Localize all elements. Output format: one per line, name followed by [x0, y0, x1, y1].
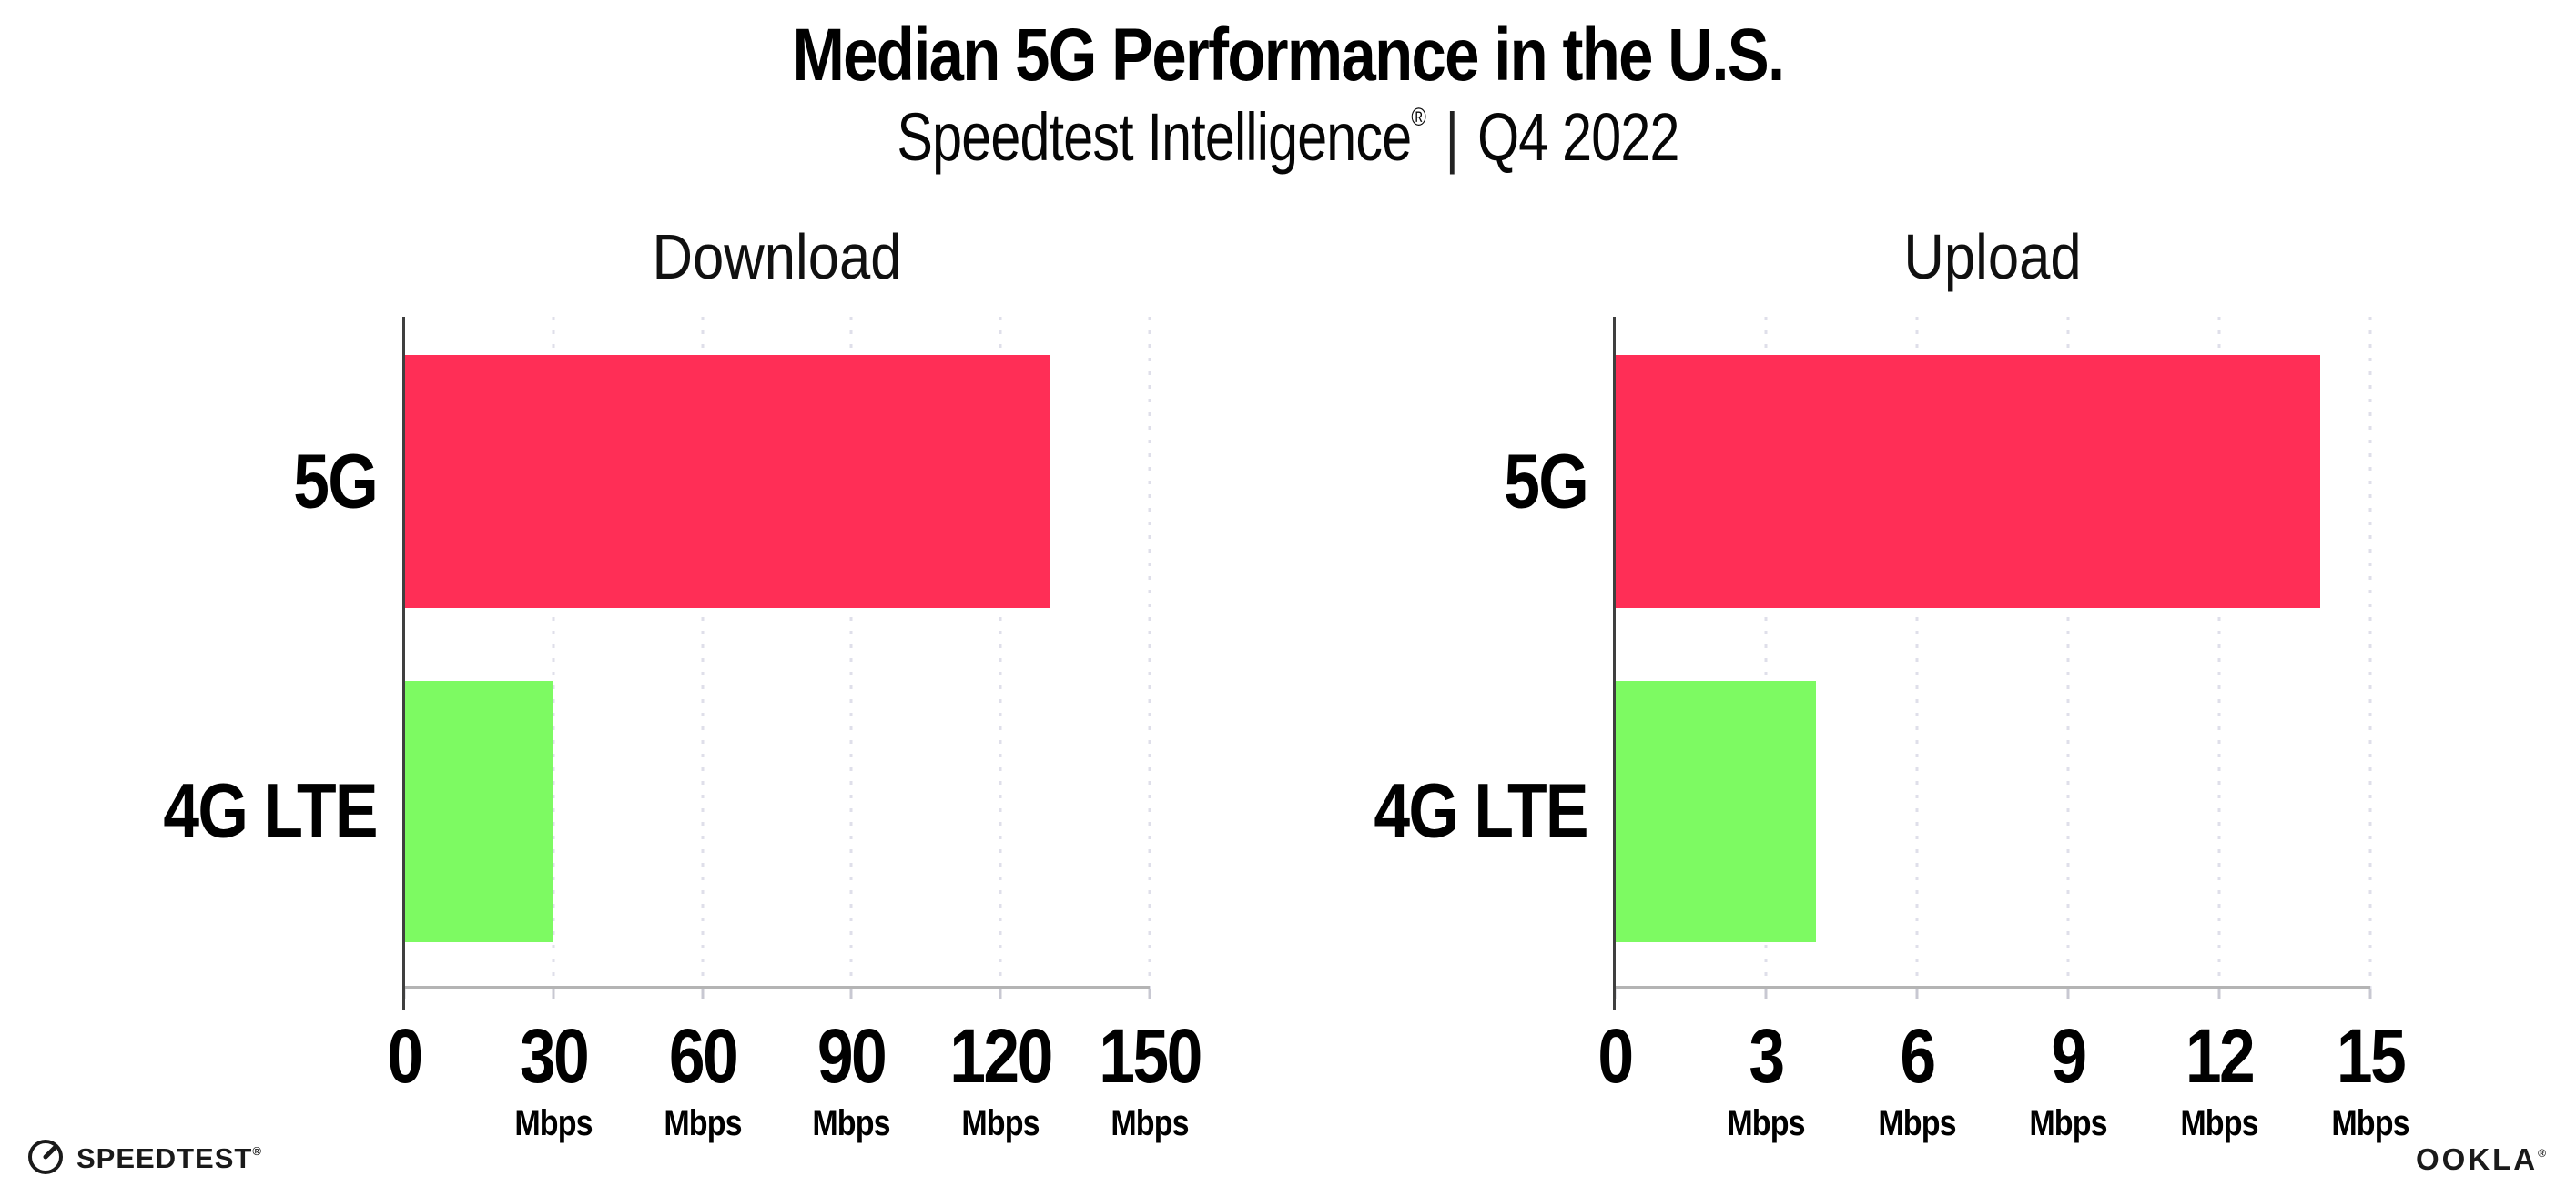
- x-axis-tick-150: [1148, 989, 1151, 999]
- x-tick-label-30: 30 Mbps: [514, 1013, 593, 1143]
- x-tick-label-90: 90 Mbps: [812, 1013, 891, 1143]
- tick-unit-label: Mbps: [2331, 1103, 2409, 1143]
- bar-4g-lte-download: [404, 681, 553, 942]
- subtitle-brand: Speedtest Intelligence: [897, 99, 1412, 175]
- x-axis-tick-15: [2368, 989, 2372, 999]
- upload-x-axis-labels: 0 3 Mbps 6 Mbps 9 Mbps 12 Mbps 15 Mbps: [1597, 1013, 2409, 1172]
- tick-value: 3: [1749, 1013, 1785, 1099]
- x-axis-tick-30: [552, 989, 555, 999]
- tick-unit-label: Mbps: [514, 1103, 593, 1143]
- category-label-4g-lte: 4G LTE: [163, 767, 379, 854]
- tick-value: 9: [2051, 1013, 2087, 1099]
- ookla-wordmark: OOKLA: [2415, 1142, 2539, 1176]
- gridline-12: [2217, 317, 2221, 989]
- speedtest-logo: SPEEDTEST®: [25, 1136, 262, 1181]
- upload-chart-plot: 5G 4G LTE: [1374, 317, 2372, 1010]
- bar-4g-lte-upload: [1615, 681, 1817, 942]
- tick-unit-label: Mbps: [2180, 1103, 2258, 1143]
- speedtest-gauge-icon: [25, 1136, 66, 1181]
- speedtest-wordmark: SPEEDTEST: [76, 1141, 253, 1174]
- gridline-30: [552, 317, 555, 989]
- page-title: Median 5G Performance in the U.S.: [792, 14, 1785, 96]
- x-tick-label-0: 0: [387, 1013, 423, 1099]
- tick-value: 0: [387, 1013, 423, 1099]
- chart-title-upload: Upload: [1903, 221, 2082, 292]
- speedtest-trademark: ®: [252, 1143, 262, 1158]
- gridline-90: [849, 317, 853, 989]
- registered-mark: ®: [1411, 103, 1426, 131]
- tick-value: 90: [817, 1013, 887, 1099]
- tick-value: 30: [519, 1013, 590, 1099]
- tick-value: 0: [1597, 1013, 1634, 1099]
- tick-unit-label: Mbps: [1727, 1103, 1805, 1143]
- tick-value: 150: [1099, 1013, 1202, 1099]
- y-axis-line: [402, 317, 405, 1010]
- tick-unit-label: Mbps: [1111, 1103, 1189, 1143]
- chart-title-download: Download: [652, 221, 902, 292]
- x-axis-tick-12: [2217, 989, 2221, 999]
- tick-value: 60: [668, 1013, 738, 1099]
- bar-5g-upload: [1615, 355, 2320, 608]
- download-chart-plot: 5G 4G LTE: [164, 317, 1151, 1010]
- tick-value: 120: [949, 1013, 1053, 1099]
- download-x-axis-labels: 0 30 Mbps 60 Mbps 90 Mbps 120 Mbps 150 Mbps: [387, 1013, 1202, 1172]
- y-axis-line: [1613, 317, 1616, 1010]
- x-tick-label-150: 150 Mbps: [1099, 1013, 1202, 1143]
- tick-unit-label: Mbps: [2029, 1103, 2107, 1143]
- gridline-120: [999, 317, 1002, 989]
- category-label-4g-lte: 4G LTE: [1374, 767, 1589, 854]
- gridline-9: [2066, 317, 2070, 989]
- x-tick-label-15: 15 Mbps: [2331, 1018, 2409, 1141]
- gridline-60: [701, 317, 705, 989]
- x-tick-label-9: 9 Mbps: [2029, 1013, 2107, 1143]
- subtitle-separator: |: [1445, 99, 1459, 175]
- x-tick-label-60: 60 Mbps: [663, 1013, 742, 1143]
- ookla-trademark: ®: [2538, 1147, 2549, 1160]
- x-axis-tick-9: [2066, 989, 2070, 999]
- x-axis-tick-90: [849, 989, 853, 999]
- x-tick-label-120: 120 Mbps: [949, 1013, 1053, 1143]
- tick-unit-label: Mbps: [663, 1103, 742, 1143]
- x-tick-label-12: 12 Mbps: [2180, 1013, 2258, 1143]
- x-axis-tick-3: [1764, 989, 1768, 999]
- page-subtitle: Speedtest Intelligence® | Q4 2022: [258, 98, 2318, 176]
- tick-unit-label: Mbps: [961, 1103, 1040, 1143]
- x-axis-line: [1615, 986, 2370, 989]
- gridline-6: [1915, 317, 1919, 989]
- x-axis-tick-120: [999, 989, 1002, 999]
- x-axis-tick-6: [1915, 989, 1919, 999]
- tick-unit-label: Mbps: [812, 1103, 891, 1143]
- subtitle-period: Q4 2022: [1477, 99, 1679, 175]
- tick-value: 15: [2336, 1013, 2407, 1099]
- category-label-5g: 5G: [1504, 438, 1589, 524]
- category-label-5g: 5G: [293, 438, 379, 524]
- ookla-logo: OOKLA®: [2416, 1142, 2549, 1177]
- x-tick-label-3: 3 Mbps: [1727, 1013, 1805, 1143]
- speedtest-logo-text: SPEEDTEST®: [76, 1142, 262, 1175]
- x-tick-label-6: 6 Mbps: [1878, 1013, 1956, 1143]
- gridline-150: [1148, 317, 1151, 989]
- x-axis-tick-60: [701, 989, 705, 999]
- tick-value: 6: [1900, 1013, 1936, 1099]
- x-tick-label-0: 0: [1597, 1013, 1634, 1099]
- gridline-3: [1764, 317, 1768, 989]
- x-axis-line: [404, 986, 1150, 989]
- tick-value: 12: [2185, 1013, 2256, 1099]
- bar-5g-download: [404, 355, 1050, 608]
- tick-unit-label: Mbps: [1878, 1103, 1956, 1143]
- gridline-15: [2368, 317, 2372, 989]
